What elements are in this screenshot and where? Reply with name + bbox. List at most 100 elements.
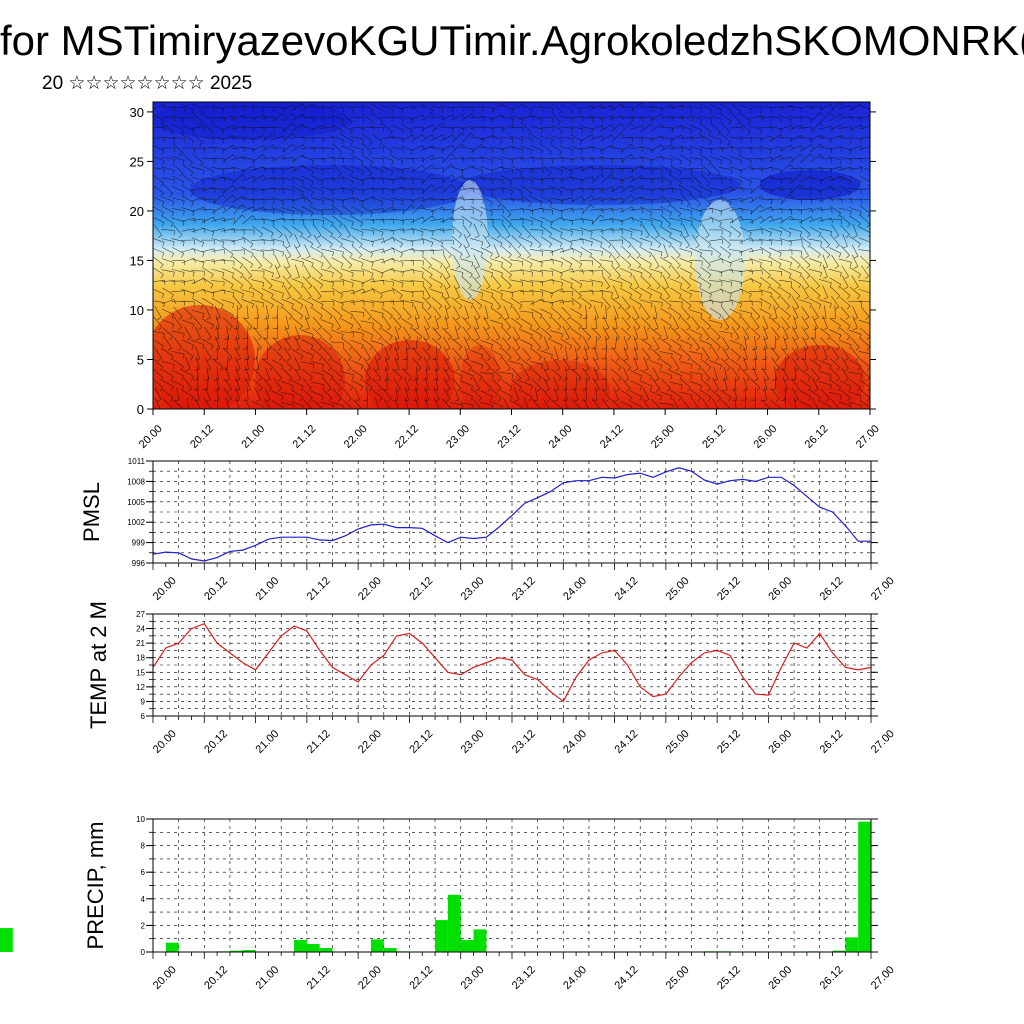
wind-barb-feather — [485, 235, 490, 239]
wind-barb — [719, 226, 732, 234]
wind-barb-feather — [741, 251, 743, 256]
wind-barb-feather — [461, 405, 464, 409]
wind-barb — [659, 115, 673, 119]
wind-barb-feather — [170, 397, 174, 402]
wind-barb-feather — [161, 293, 165, 299]
wind-barb — [719, 279, 733, 283]
wind-barb — [540, 289, 553, 294]
wind-barb — [809, 389, 821, 398]
wind-barb — [211, 166, 225, 171]
wind-barb-feather — [629, 273, 633, 278]
wind-barb-feather — [521, 190, 523, 196]
wind-barb-feather — [814, 388, 819, 392]
wind-barb — [729, 308, 742, 316]
wind-barb — [729, 166, 742, 171]
wind-barb — [400, 218, 414, 221]
wind-barb — [271, 238, 284, 242]
wind-barb-feather — [668, 233, 672, 238]
wind-barb — [579, 260, 593, 262]
wind-barb — [251, 248, 264, 253]
wind-barb — [539, 188, 553, 190]
wind-barb — [423, 316, 431, 328]
wind-barb — [373, 367, 382, 379]
wind-barb-feather — [532, 157, 534, 163]
y-tick-label: 1005 — [127, 498, 145, 507]
wind-barb — [420, 145, 433, 151]
wind-barb-feather — [655, 388, 660, 392]
wind-barb — [679, 267, 692, 274]
wind-barb-feather — [800, 118, 803, 123]
wind-barb-feather — [506, 367, 511, 372]
wind-barb — [859, 327, 870, 337]
wind-barb-feather — [761, 249, 764, 254]
wind-barb — [614, 336, 618, 349]
wind-barb — [470, 126, 484, 129]
wind-barb — [579, 269, 593, 272]
wind-barb-feather — [775, 337, 780, 341]
wind-barb — [393, 377, 401, 390]
wind-barb-feather — [788, 294, 792, 299]
wind-barb-feather — [369, 120, 373, 125]
wind-barb-feather — [382, 302, 384, 307]
wind-barb-feather — [859, 211, 862, 217]
wind-barb-feather — [442, 228, 445, 234]
wind-barb — [473, 223, 480, 236]
wind-barb — [768, 115, 782, 120]
wind-barb — [301, 165, 314, 172]
wind-barb-feather — [182, 200, 185, 206]
wind-barb — [454, 325, 459, 339]
wind-barb-feather — [452, 134, 455, 140]
wind-barb — [720, 133, 731, 143]
wind-barb — [360, 218, 374, 221]
wind-barb — [202, 277, 214, 285]
wind-barb — [251, 279, 264, 283]
wind-barb — [401, 318, 413, 326]
wind-barb-feather — [393, 136, 395, 141]
wind-barb — [411, 164, 423, 173]
wind-barb-feather — [801, 124, 804, 130]
wind-barb-feather — [606, 398, 611, 402]
wind-barb-feather — [870, 354, 871, 358]
wind-barb — [380, 229, 394, 231]
wind-barb-feather — [292, 113, 296, 118]
wind-barb-feather — [505, 410, 509, 412]
wind-barb-feather — [222, 194, 226, 199]
wind-barb-feather — [213, 379, 219, 381]
wind-barb-feather — [361, 149, 364, 155]
wind-barb — [699, 339, 712, 346]
wind-barb — [550, 226, 563, 233]
wind-barb-feather — [270, 294, 274, 299]
wind-barb-feather — [594, 358, 599, 361]
wind-barb — [500, 124, 513, 131]
wind-barb-feather — [640, 102, 645, 107]
wind-barb-feather — [508, 386, 513, 392]
wind-barb — [640, 287, 652, 295]
wind-barb-feather — [223, 206, 226, 211]
wind-barb-feather — [431, 173, 435, 178]
wind-barb — [672, 398, 680, 409]
x-tick-label: 26.00 — [766, 964, 794, 992]
wind-barb-feather — [330, 376, 334, 381]
wind-barb — [721, 306, 730, 318]
wind-barb — [801, 326, 810, 338]
wind-barb — [300, 361, 314, 365]
wind-barb-feather — [389, 151, 393, 156]
wind-barb-feather — [472, 187, 475, 193]
wind-barb-feather — [740, 170, 743, 175]
x-tick-label: 23.12 — [495, 423, 523, 451]
wind-barb-feather — [291, 385, 294, 391]
x-tick-label: 21.00 — [253, 575, 281, 603]
wind-barb-feather — [173, 138, 175, 144]
wind-barb-feather — [480, 222, 483, 227]
precip-bar — [460, 940, 474, 952]
wind-barb — [848, 145, 862, 151]
wind-barb — [474, 315, 479, 329]
wind-barb-feather — [501, 179, 504, 185]
wind-barb — [331, 287, 343, 295]
wind-barb — [660, 297, 672, 306]
x-tick-label: 25.12 — [715, 728, 743, 756]
wind-barb-feather — [848, 386, 852, 391]
wind-barb — [792, 305, 799, 318]
wind-barb — [340, 278, 354, 284]
wind-barb — [380, 155, 394, 161]
